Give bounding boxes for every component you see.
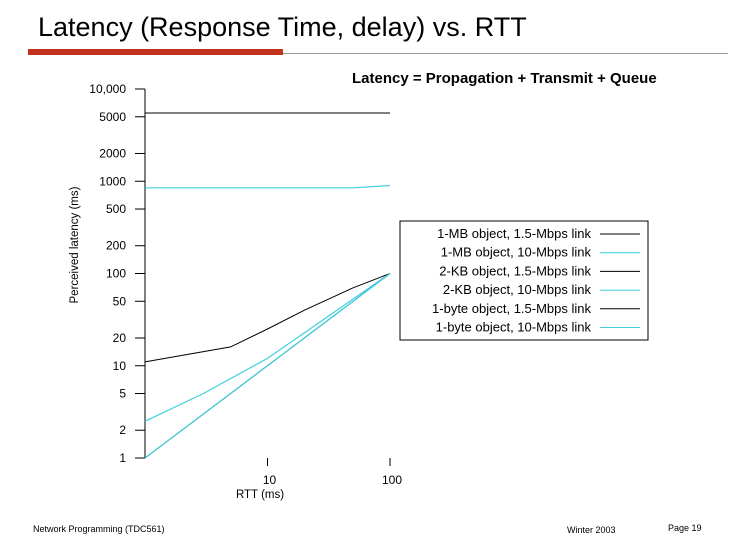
footer-term: Winter 2003: [567, 525, 616, 535]
legend: 1-MB object, 1.5-Mbps link 1-MB object, 1…: [399, 220, 649, 341]
y-tick-label: 20: [113, 331, 127, 345]
title-accent-bar: [28, 49, 283, 55]
legend-label: 1-MB object, 1.5-Mbps link: [437, 226, 591, 241]
series-lines: [144, 112, 391, 459]
x-axis: 10 100: [263, 458, 402, 487]
legend-label: 2-KB object, 10-Mbps link: [443, 282, 592, 297]
y-axis: 10,000 5000 2000 1000 500 200 100 50 20 10 5 2 1: [89, 82, 146, 465]
y-tick-label: 100: [106, 267, 126, 281]
x-tick-label: 10: [263, 473, 277, 487]
y-tick-label: 500: [106, 202, 126, 216]
y-tick-label: 1: [119, 451, 126, 465]
y-tick-label: 10: [113, 359, 127, 373]
y-tick-label: 2: [119, 423, 126, 437]
y-tick-label: 5000: [99, 110, 126, 124]
series-line-1-byte-object-10-mbps-link: [144, 273, 391, 459]
footer-course: Network Programming (TDC561): [33, 524, 165, 534]
y-tick-label: 200: [106, 239, 126, 253]
legend-label: 1-byte object, 1.5-Mbps link: [432, 301, 591, 316]
latency-formula: Latency = Propagation + Transmit + Queue: [352, 70, 657, 87]
y-tick-label: 10,000: [89, 82, 126, 96]
title-divider-line: [283, 53, 728, 54]
x-tick-label: 100: [382, 473, 402, 487]
series-line-2-kb-object-10-mbps-link: [144, 273, 391, 422]
legend-label: 2-KB object, 1.5-Mbps link: [439, 263, 591, 278]
legend-label: 1-MB object, 10-Mbps link: [441, 245, 592, 260]
y-tick-label: 1000: [99, 174, 126, 188]
y-tick-label: 2000: [99, 146, 126, 160]
legend-label: 1-byte object, 10-Mbps link: [436, 320, 592, 335]
slide-title: Latency (Response Time, delay) vs. RTT: [38, 12, 527, 42]
legend-box: [399, 220, 649, 341]
y-tick-label: 5: [119, 387, 126, 401]
x-axis-label: RTT (ms): [236, 489, 284, 501]
series-line-2-kb-object-1-5-mbps-link: [144, 273, 391, 363]
y-tick-label: 50: [113, 294, 127, 308]
series-line-1-mb-object-10-mbps-link: [145, 184, 391, 189]
y-axis-label: Perceived latency (ms): [69, 186, 81, 303]
footer-page: Page 19: [668, 523, 702, 533]
